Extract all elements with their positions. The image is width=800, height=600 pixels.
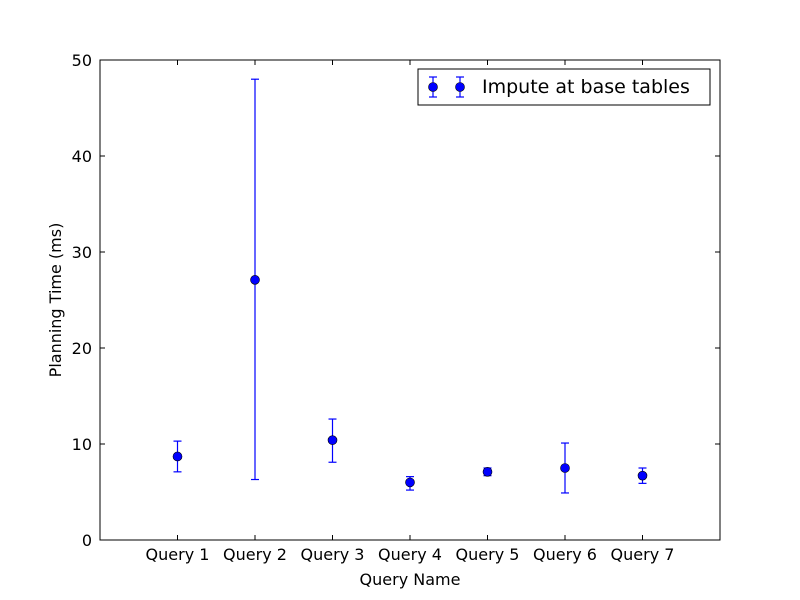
x-tick-label: Query 3	[301, 545, 365, 564]
plot-area-frame	[99, 59, 721, 541]
legend: Impute at base tables	[417, 68, 711, 106]
y-tick-label: 20	[72, 339, 92, 358]
data-point	[172, 451, 183, 462]
data-point	[482, 467, 493, 477]
legend-label: Impute at base tables	[482, 76, 690, 98]
x-tick-label: Query 1	[146, 545, 210, 564]
legend-point	[455, 82, 465, 92]
y-axis-label: Planning Time (ms)	[46, 223, 65, 378]
data-point	[560, 463, 570, 473]
y-tick-label: 10	[72, 435, 92, 454]
chart-marks	[172, 78, 648, 494]
axis-ticks: 0 10 20 30 40 50 Query 1 Query 2 Query 3 Query 4 Q…	[72, 51, 720, 564]
data-point	[405, 477, 415, 488]
x-axis-label: Query Name	[360, 570, 461, 589]
legend-point	[428, 82, 438, 92]
x-tick-label: Query 7	[611, 545, 675, 564]
x-tick-label: Query 6	[533, 545, 597, 564]
y-tick-label: 0	[82, 531, 92, 550]
legend-box	[417, 68, 711, 106]
x-tick-label: Query 5	[456, 545, 520, 564]
x-tick-label: Query 4	[378, 545, 442, 564]
x-tick-label: Query 2	[223, 545, 287, 564]
y-tick-label: 40	[72, 147, 92, 166]
y-tick-label: 50	[72, 51, 92, 70]
y-tick-label: 30	[72, 243, 92, 262]
data-point	[637, 470, 648, 481]
data-point	[250, 275, 260, 285]
legend-marker-icon	[428, 76, 465, 98]
data-point	[327, 435, 338, 445]
